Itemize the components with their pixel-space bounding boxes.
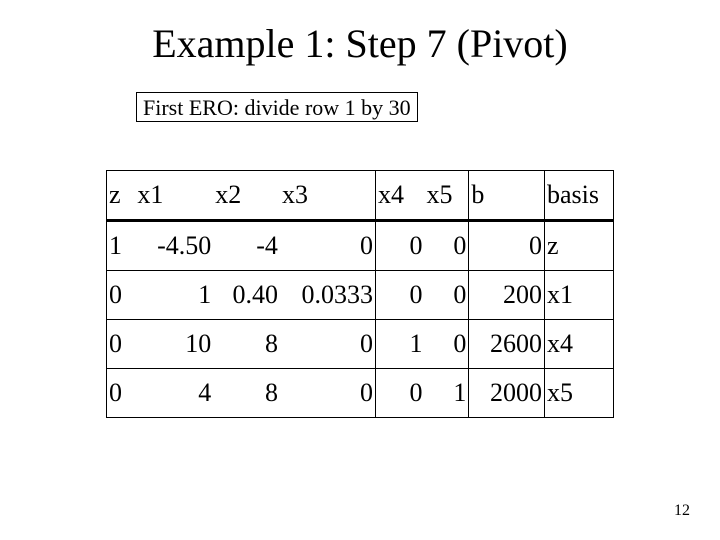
cell-x5: 0 bbox=[424, 271, 468, 320]
cell-x1: 4 bbox=[135, 369, 213, 418]
table-row: 0 4 8 0 0 1 2000 x5 bbox=[107, 369, 614, 418]
cell-x2: -4 bbox=[213, 221, 280, 271]
cell-z: 0 bbox=[107, 369, 136, 418]
col-header-x1: x1 bbox=[135, 171, 213, 221]
slide: Example 1: Step 7 (Pivot) First ERO: div… bbox=[0, 0, 720, 540]
cell-x2: 8 bbox=[213, 369, 280, 418]
table-row: 0 1 0.40 0.0333 0 0 200 x1 bbox=[107, 271, 614, 320]
simplex-table-wrap: z x1 x2 x3 x4 x5 b basis 1 -4.50 -4 0 0 … bbox=[106, 170, 614, 418]
cell-x4: 0 bbox=[376, 369, 425, 418]
cell-x3: 0.0333 bbox=[280, 271, 376, 320]
cell-x3: 0 bbox=[280, 369, 376, 418]
col-header-x4: x4 bbox=[376, 171, 425, 221]
cell-x3: 0 bbox=[280, 221, 376, 271]
cell-x2: 8 bbox=[213, 320, 280, 369]
cell-basis: x4 bbox=[545, 320, 614, 369]
page-title: Example 1: Step 7 (Pivot) bbox=[0, 20, 720, 67]
cell-z: 1 bbox=[107, 221, 136, 271]
page-number: 12 bbox=[674, 502, 690, 520]
cell-b: 2600 bbox=[469, 320, 545, 369]
cell-x5: 0 bbox=[424, 320, 468, 369]
cell-x1: 10 bbox=[135, 320, 213, 369]
cell-x5: 0 bbox=[424, 221, 468, 271]
cell-x1: 1 bbox=[135, 271, 213, 320]
cell-x4: 0 bbox=[376, 221, 425, 271]
cell-b: 0 bbox=[469, 221, 545, 271]
table-header-row: z x1 x2 x3 x4 x5 b basis bbox=[107, 171, 614, 221]
cell-basis: x5 bbox=[545, 369, 614, 418]
cell-x4: 1 bbox=[376, 320, 425, 369]
cell-x2: 0.40 bbox=[213, 271, 280, 320]
cell-z: 0 bbox=[107, 320, 136, 369]
subtitle-box: First ERO: divide row 1 by 30 bbox=[136, 92, 418, 122]
cell-x4: 0 bbox=[376, 271, 425, 320]
simplex-table: z x1 x2 x3 x4 x5 b basis 1 -4.50 -4 0 0 … bbox=[106, 170, 614, 418]
cell-basis: z bbox=[545, 221, 614, 271]
col-header-x3: x3 bbox=[280, 171, 376, 221]
col-header-basis: basis bbox=[545, 171, 614, 221]
cell-x3: 0 bbox=[280, 320, 376, 369]
cell-basis: x1 bbox=[545, 271, 614, 320]
cell-b: 2000 bbox=[469, 369, 545, 418]
cell-b: 200 bbox=[469, 271, 545, 320]
table-row: 0 10 8 0 1 0 2600 x4 bbox=[107, 320, 614, 369]
cell-x5: 1 bbox=[424, 369, 468, 418]
cell-x1: -4.50 bbox=[135, 221, 213, 271]
col-header-x5: x5 bbox=[424, 171, 468, 221]
cell-z: 0 bbox=[107, 271, 136, 320]
col-header-z: z bbox=[107, 171, 136, 221]
subtitle-text: First ERO: divide row 1 by 30 bbox=[143, 95, 411, 120]
table-row: 1 -4.50 -4 0 0 0 0 z bbox=[107, 221, 614, 271]
col-header-b: b bbox=[469, 171, 545, 221]
col-header-x2: x2 bbox=[213, 171, 280, 221]
